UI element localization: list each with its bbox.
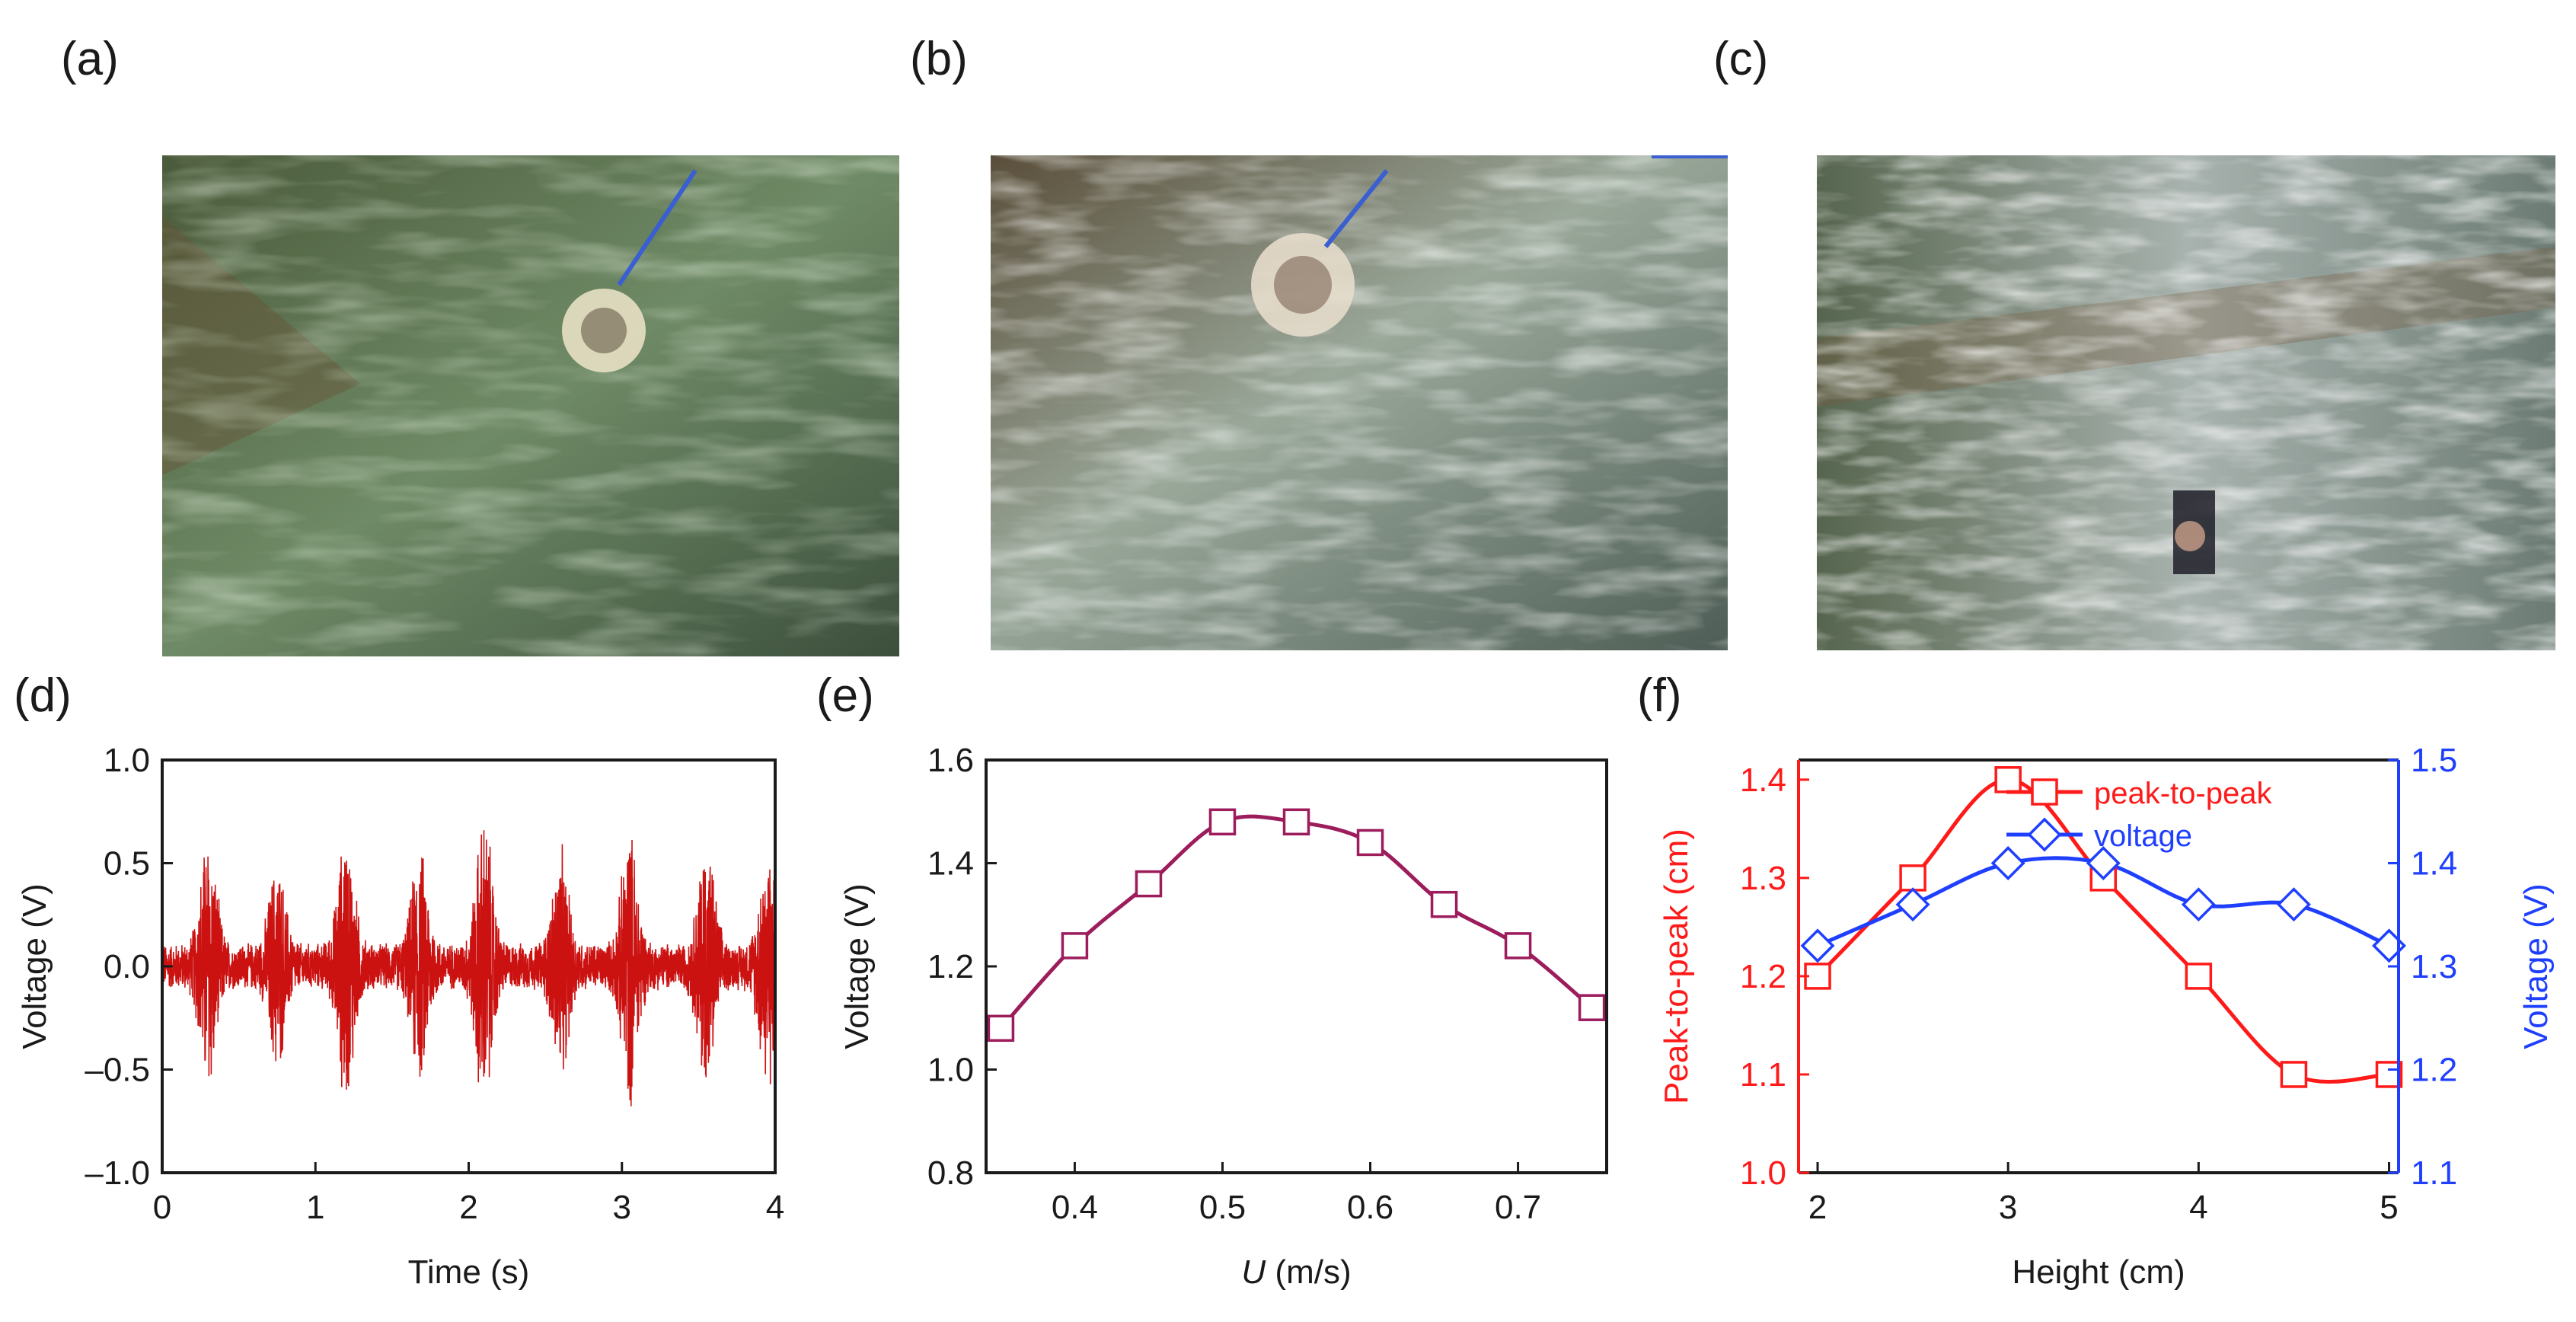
data-point-square — [1430, 890, 1458, 918]
y-axis-label: Voltage (V) — [838, 883, 876, 1049]
y-tick-label: 1.4 — [927, 845, 974, 883]
y-right-tick-label: 1.2 — [2411, 1052, 2457, 1089]
x-tick-label: 4 — [2189, 1189, 2207, 1226]
y-tick-label: 0.8 — [927, 1154, 974, 1192]
chart-d: 0 1 2 3 4 –1.0 –0.5 0.0 0.5 1.0 Time (s) Voltage (V… — [16, 742, 784, 1291]
x-tick-label: 2 — [1808, 1189, 1827, 1226]
y-left-tick-label: 1.1 — [1740, 1056, 1786, 1094]
y-tick-label: 0.5 — [104, 845, 150, 883]
photo-a — [162, 155, 899, 656]
data-point-diamond — [1895, 887, 1930, 922]
series-line-voltage-signal — [161, 830, 776, 1106]
y-tick-label: 1.0 — [104, 742, 150, 779]
legend-marker-square — [2031, 778, 2058, 806]
x-axis-label: Height (cm) — [2012, 1253, 2185, 1291]
chart-f: 2 3 4 5 1.0 1.1 1.2 1.3 1.4 1.1 1.2 1.3 1.4 1.5 Height… — [1658, 742, 2555, 1291]
y-left-tick-label: 1.0 — [1740, 1154, 1786, 1192]
y-tick-label: 1.2 — [927, 948, 974, 985]
y-left-tick-label: 1.2 — [1740, 958, 1786, 995]
panel-label-a: (a) — [61, 33, 119, 85]
y-left-tick-label: 1.3 — [1740, 860, 1786, 897]
data-point-square — [1356, 829, 1384, 857]
panel-label-c: (c) — [1713, 33, 1769, 85]
panel-label-b: (b) — [910, 33, 968, 85]
data-point-square — [987, 1014, 1015, 1043]
legend-label-voltage: voltage — [2094, 819, 2192, 853]
series-line-voltage — [999, 814, 1594, 1030]
x-axis-label: U (m/s) — [1241, 1253, 1351, 1291]
y-right-tick-label: 1.5 — [2411, 742, 2457, 779]
x-tick-label: 3 — [613, 1189, 631, 1226]
y-right-tick-label: 1.3 — [2411, 948, 2457, 985]
data-point-square — [1135, 870, 1163, 898]
panel-label-d: (d) — [14, 669, 72, 722]
data-point-diamond — [1990, 846, 2025, 880]
x-tick-label: 0.7 — [1495, 1189, 1541, 1226]
data-point-square — [1578, 994, 1606, 1021]
data-point-square — [1504, 932, 1532, 960]
data-point-square — [1282, 808, 1310, 836]
y-tick-label: –0.5 — [85, 1052, 150, 1089]
x-tick-label: 1 — [306, 1189, 324, 1226]
legend-marker-diamond — [2027, 817, 2062, 852]
y-left-axis-label: Peak-to-peak (cm) — [1658, 829, 1695, 1104]
x-tick-label: 0.6 — [1347, 1189, 1393, 1226]
x-tick-label: 2 — [459, 1189, 477, 1226]
data-point-square — [2185, 963, 2213, 990]
x-tick-label: 0.5 — [1199, 1189, 1246, 1226]
y-right-axis-label: Voltage (V) — [2517, 883, 2555, 1049]
x-tick-label: 3 — [1999, 1189, 2017, 1226]
x-axis-label: Time (s) — [408, 1253, 530, 1291]
data-point-diamond — [2086, 846, 2121, 880]
chart-e: 0.4 0.5 0.6 0.7 0.8 1.0 1.2 1.4 1.6 U (m/s) Voltag… — [838, 742, 1608, 1291]
data-point-diamond — [2181, 887, 2216, 922]
data-point-square — [1994, 766, 2022, 794]
data-point-square — [1061, 932, 1089, 960]
x-tick-label: 5 — [2380, 1189, 2398, 1226]
y-right-tick-label: 1.1 — [2411, 1154, 2457, 1192]
data-point-square — [1899, 864, 1926, 892]
y-tick-label: –1.0 — [85, 1154, 150, 1192]
data-point-square — [2280, 1061, 2308, 1088]
data-point-square — [1208, 808, 1237, 836]
x-tick-label: 0.4 — [1052, 1189, 1098, 1226]
y-tick-label: 1.0 — [927, 1052, 974, 1089]
legend-label-peak-to-peak: peak-to-peak — [2094, 777, 2272, 810]
x-tick-label: 4 — [766, 1189, 784, 1226]
y-axis-label: Voltage (V) — [16, 883, 53, 1049]
y-left-tick-label: 1.4 — [1740, 762, 1786, 799]
panel-label-e: (e) — [816, 669, 874, 722]
y-tick-label: 1.6 — [927, 742, 974, 779]
data-point-diamond — [2276, 887, 2311, 922]
photo-c — [1817, 155, 2555, 650]
y-tick-label: 0.0 — [104, 948, 150, 985]
y-right-tick-label: 1.4 — [2411, 845, 2457, 883]
photo-b — [991, 155, 1728, 650]
panel-label-f: (f) — [1637, 669, 1682, 722]
data-point-diamond — [1800, 928, 1835, 963]
x-tick-label: 0 — [153, 1189, 171, 1226]
